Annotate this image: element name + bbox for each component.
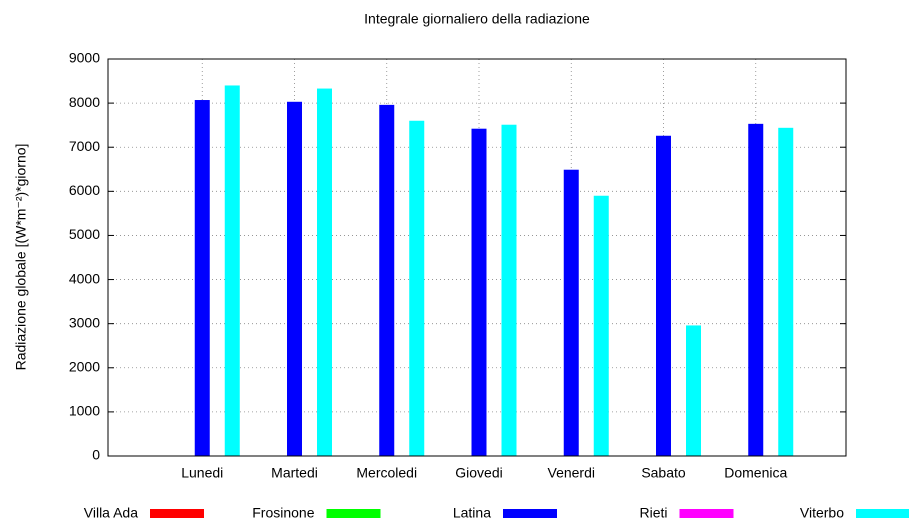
legend-swatch bbox=[326, 509, 381, 518]
y-tick-label: 8000 bbox=[69, 94, 100, 110]
legend-label: Frosinone bbox=[252, 505, 314, 521]
bar bbox=[409, 120, 425, 456]
y-tick-label: 2000 bbox=[69, 358, 100, 374]
y-tick-label: 3000 bbox=[69, 314, 100, 330]
legend-label: Viterbo bbox=[800, 505, 844, 521]
y-tick-label: 0 bbox=[92, 447, 100, 463]
plot-frame bbox=[107, 58, 847, 457]
legend-swatch bbox=[150, 509, 204, 518]
y-tick-label: 6000 bbox=[69, 182, 100, 198]
x-tick-label: Lunedi bbox=[181, 465, 223, 481]
bar bbox=[778, 127, 794, 457]
y-tick-label: 7000 bbox=[69, 138, 100, 154]
legend-swatch bbox=[679, 509, 734, 518]
x-tick-label: Domenica bbox=[724, 465, 787, 481]
y-tick-label: 5000 bbox=[69, 226, 100, 242]
chart-title: Integrale giornaliero della radiazione bbox=[364, 11, 590, 27]
bar bbox=[224, 85, 240, 456]
bar bbox=[656, 135, 671, 456]
bar bbox=[471, 128, 487, 456]
bar bbox=[686, 325, 701, 456]
x-tick-label: Venerdi bbox=[548, 465, 595, 481]
legend-label: Latina bbox=[453, 505, 491, 521]
bar bbox=[287, 101, 302, 456]
bar bbox=[379, 104, 395, 457]
bar bbox=[748, 123, 764, 457]
legend-label: Rieti bbox=[639, 505, 667, 521]
x-tick-label: Martedi bbox=[271, 465, 318, 481]
bar bbox=[194, 100, 210, 457]
y-tick-label: 1000 bbox=[69, 403, 100, 419]
legend-swatch bbox=[503, 509, 557, 518]
bar bbox=[563, 169, 579, 457]
x-tick-label: Giovedi bbox=[455, 465, 502, 481]
x-tick-label: Mercoledi bbox=[356, 465, 417, 481]
bar bbox=[317, 88, 332, 456]
x-tick-label: Sabato bbox=[641, 465, 686, 481]
y-tick-label: 4000 bbox=[69, 270, 100, 286]
bar bbox=[501, 124, 517, 456]
legend-label: Villa Ada bbox=[84, 505, 138, 521]
y-tick-label: 9000 bbox=[69, 50, 100, 66]
legend-swatch bbox=[856, 509, 909, 518]
y-axis-label: Radiazione globale [(W*m⁻²)*giorno] bbox=[13, 144, 29, 371]
bar bbox=[593, 195, 609, 456]
